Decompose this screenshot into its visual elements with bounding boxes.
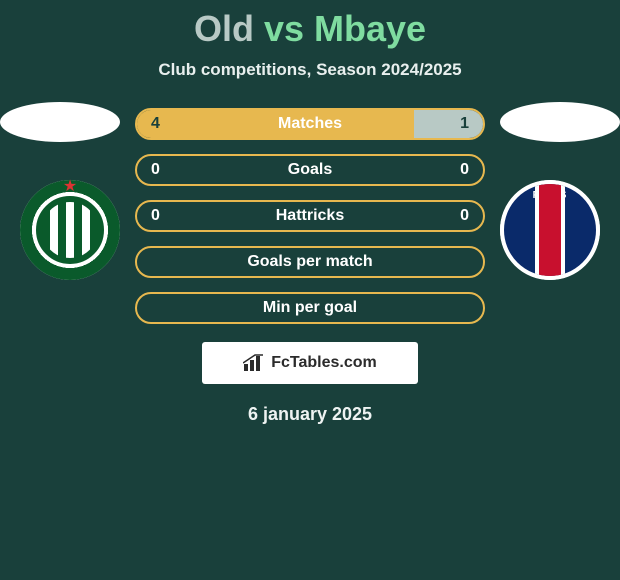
snapshot-date: 6 january 2025 [0, 404, 620, 425]
comparison-arena: ★ PARIS 41Matches 00Goals 00Hattricks Goals… [0, 102, 620, 324]
attribution-text: FcTables.com [271, 354, 377, 372]
stat-label: Goals per match [137, 253, 483, 271]
player2-photo [500, 102, 620, 142]
stat-bar: 00Hattricks [135, 200, 485, 232]
stat-bar: 00Goals [135, 154, 485, 186]
psg-stripe [535, 184, 565, 276]
asse-crest: ★ [20, 180, 120, 280]
stat-label: Min per goal [137, 299, 483, 317]
stat-bar: Min per goal [135, 292, 485, 324]
attribution-badge: FcTables.com [202, 342, 418, 384]
stat-label: Goals [137, 161, 483, 179]
star-icon: ★ [63, 176, 77, 196]
psg-crest: PARIS [500, 180, 600, 280]
comparison-title: Old vs Mbaye [0, 0, 620, 50]
context-subtitle: Club competitions, Season 2024/2025 [0, 60, 620, 80]
player1-club-badge: ★ [20, 180, 120, 280]
player2-name: Mbaye [314, 8, 426, 49]
stat-label: Hattricks [137, 207, 483, 225]
stat-bar: Goals per match [135, 246, 485, 278]
stat-bars: 41Matches 00Goals 00Hattricks Goals per mat… [135, 102, 485, 324]
stat-bar: 41Matches [135, 108, 485, 140]
player2-club-badge: PARIS [500, 180, 600, 280]
asse-stripes [36, 196, 104, 264]
player1-name: Old [194, 8, 254, 49]
vs-label: vs [264, 8, 304, 49]
stat-label: Matches [137, 115, 483, 133]
bar-chart-icon [243, 354, 265, 372]
player1-photo [0, 102, 120, 142]
